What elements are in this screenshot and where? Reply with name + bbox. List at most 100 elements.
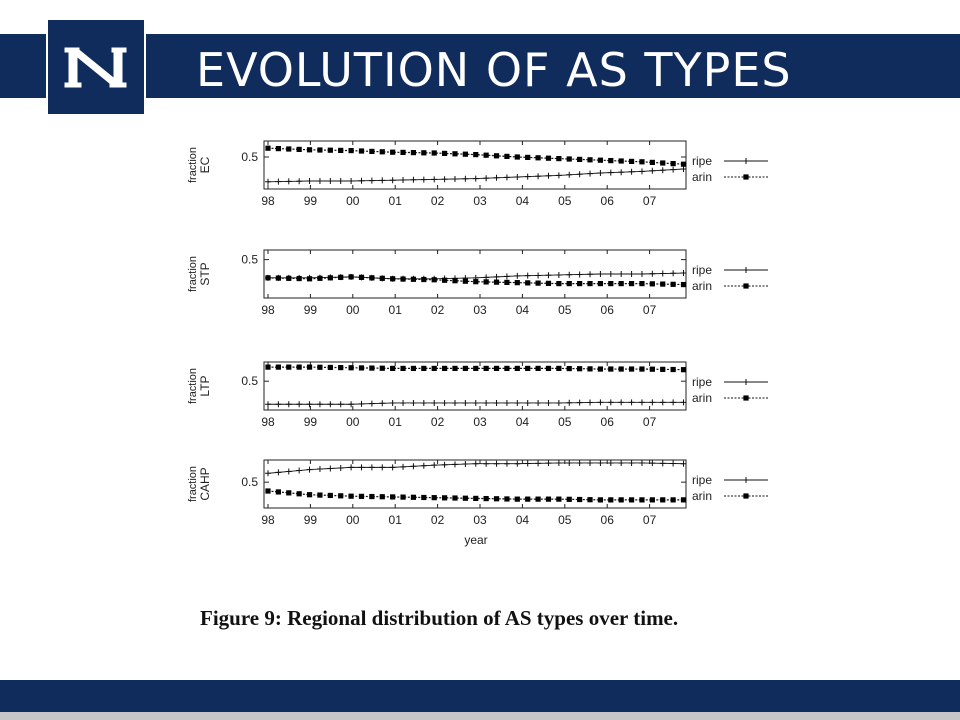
data-point: [275, 178, 282, 185]
data-point: [369, 365, 375, 371]
data-point: [493, 365, 500, 371]
data-point: [649, 366, 655, 372]
data-point: [473, 152, 479, 158]
legend-label: arin: [692, 170, 712, 184]
data-point: [576, 171, 583, 178]
data-point: [514, 272, 521, 279]
data-point: [452, 495, 458, 501]
x-tick-label: 05: [558, 415, 572, 429]
data-point: [577, 496, 583, 503]
data-point: [608, 281, 614, 287]
data-point: [514, 496, 520, 502]
data-point: [472, 399, 479, 406]
data-point: [472, 175, 479, 182]
data-point: [670, 166, 677, 173]
data-point: [576, 399, 583, 406]
legend-marker: [743, 379, 749, 385]
data-point: [670, 460, 677, 467]
data-point: [431, 399, 438, 406]
x-axis-label: year: [464, 533, 487, 547]
footer-strip: [0, 712, 960, 720]
data-point: [379, 275, 385, 281]
data-point: [400, 365, 406, 371]
data-point: [286, 146, 292, 152]
data-point: [524, 460, 531, 467]
data-point: [503, 174, 510, 181]
data-point: [566, 459, 573, 466]
data-point: [348, 274, 354, 280]
legend-label: ripe: [692, 263, 712, 277]
data-point: [358, 400, 365, 407]
data-point: [348, 493, 354, 499]
data-point: [680, 367, 687, 373]
data-point: [483, 175, 490, 182]
data-point: [535, 365, 541, 371]
data-point: [316, 466, 323, 473]
data-point: [545, 172, 552, 179]
data-point: [327, 492, 333, 499]
data-point: [483, 279, 489, 285]
data-point: [410, 150, 417, 156]
legend-label: arin: [692, 279, 712, 293]
data-point: [431, 365, 437, 371]
x-tick-label: 07: [643, 513, 657, 527]
data-point: [441, 495, 448, 501]
data-point: [285, 178, 292, 185]
x-tick-label: 98: [261, 513, 275, 527]
data-point: [420, 176, 427, 183]
data-point: [639, 159, 645, 165]
data-point: [597, 271, 604, 277]
data-point: [462, 151, 468, 157]
data-point: [618, 459, 625, 466]
data-point: [410, 176, 417, 183]
x-tick-label: 05: [558, 303, 572, 317]
data-point: [659, 167, 666, 174]
data-point: [618, 399, 625, 406]
data-point: [389, 177, 396, 184]
data-point: [306, 147, 313, 153]
data-point: [597, 399, 604, 406]
data-point: [389, 399, 396, 406]
data-point: [597, 157, 604, 163]
data-point: [638, 271, 645, 277]
x-tick-label: 03: [473, 194, 487, 208]
data-point: [639, 366, 645, 372]
y-axis-label: fraction: [187, 368, 199, 404]
data-point: [587, 281, 593, 287]
x-tick-label: 02: [431, 194, 445, 208]
data-point: [649, 460, 656, 467]
data-point: [410, 399, 417, 406]
data-point: [535, 496, 541, 502]
legend-marker: [743, 395, 749, 401]
data-point: [577, 156, 583, 162]
data-point: [670, 399, 677, 406]
data-point: [421, 365, 427, 371]
data-point: [555, 271, 562, 278]
y-axis-label: fraction: [187, 466, 199, 502]
data-point: [628, 497, 635, 503]
data-point: [587, 366, 593, 372]
data-point: [649, 399, 656, 406]
data-point: [680, 166, 687, 172]
data-point: [628, 271, 635, 277]
data-point: [358, 148, 365, 154]
data-point: [431, 150, 437, 156]
data-point: [306, 492, 313, 498]
data-point: [306, 276, 313, 282]
data-point: [327, 401, 334, 408]
data-point: [587, 157, 593, 163]
x-tick-label: 99: [304, 194, 318, 208]
x-tick-label: 99: [304, 303, 318, 317]
x-tick-label: 06: [601, 194, 615, 208]
data-point: [348, 464, 355, 471]
data-point: [670, 270, 677, 277]
y-axis-label: EC: [198, 156, 212, 173]
data-point: [296, 401, 303, 408]
data-point: [431, 495, 437, 501]
data-point: [306, 364, 313, 370]
data-point: [680, 281, 687, 288]
x-tick-label: 00: [346, 303, 360, 317]
series-arin: [265, 488, 687, 503]
data-point: [379, 400, 386, 407]
data-point: [275, 275, 281, 281]
